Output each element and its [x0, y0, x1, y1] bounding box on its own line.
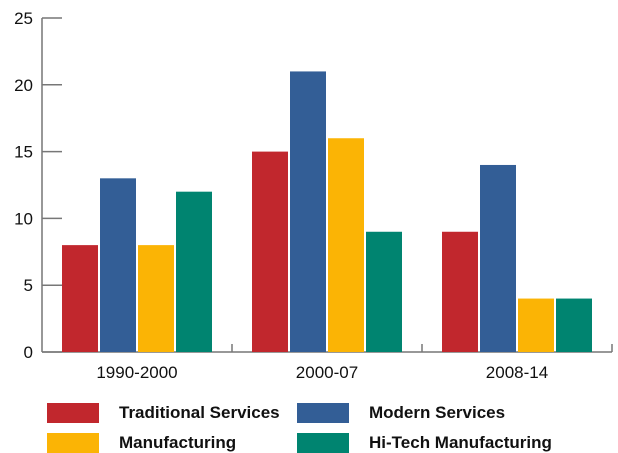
bar [366, 231, 402, 352]
bar [62, 245, 98, 352]
bar-chart: 0 5 10 15 20 25 1990-2000 2000-07 2008-14 [14, 9, 613, 382]
bar [328, 138, 364, 352]
legend-item-hi-tech-manufacturing: Hi-Tech Manufacturing [297, 433, 552, 453]
y-tick-label: 10 [14, 209, 33, 228]
legend-label-traditional-services: Traditional Services [119, 403, 280, 422]
legend-item-traditional-services: Traditional Services [47, 403, 280, 423]
legend-item-modern-services: Modern Services [297, 403, 505, 423]
bar [518, 298, 554, 352]
y-tick-label: 0 [24, 343, 33, 362]
bar [480, 164, 516, 352]
x-tick-label: 2008-14 [486, 363, 548, 382]
bar [100, 178, 136, 352]
y-axis: 0 5 10 15 20 25 [14, 9, 62, 362]
y-tick-label: 25 [14, 9, 33, 28]
bar [252, 151, 288, 352]
y-tick-label: 20 [14, 76, 33, 95]
legend-swatch-modern-services [297, 403, 349, 423]
bar [138, 245, 174, 352]
y-tick-label: 15 [14, 143, 33, 162]
x-tick-label: 2000-07 [296, 363, 358, 382]
y-tick-label: 5 [24, 276, 33, 295]
bar [176, 191, 212, 352]
x-tick-label: 1990-2000 [96, 363, 177, 382]
legend-swatch-hi-tech-manufacturing [297, 433, 349, 453]
legend-label-modern-services: Modern Services [369, 403, 506, 422]
legend-swatch-manufacturing [47, 433, 99, 453]
x-axis: 1990-2000 2000-07 2008-14 [42, 344, 613, 382]
bars [62, 71, 592, 352]
legend-item-manufacturing: Manufacturing [47, 433, 236, 453]
bar [442, 231, 478, 352]
legend-swatch-traditional-services [47, 403, 99, 423]
bar [290, 71, 326, 352]
legend-label-hi-tech-manufacturing: Hi-Tech Manufacturing [369, 433, 552, 452]
legend-label-manufacturing: Manufacturing [119, 433, 237, 452]
bar [556, 298, 592, 352]
